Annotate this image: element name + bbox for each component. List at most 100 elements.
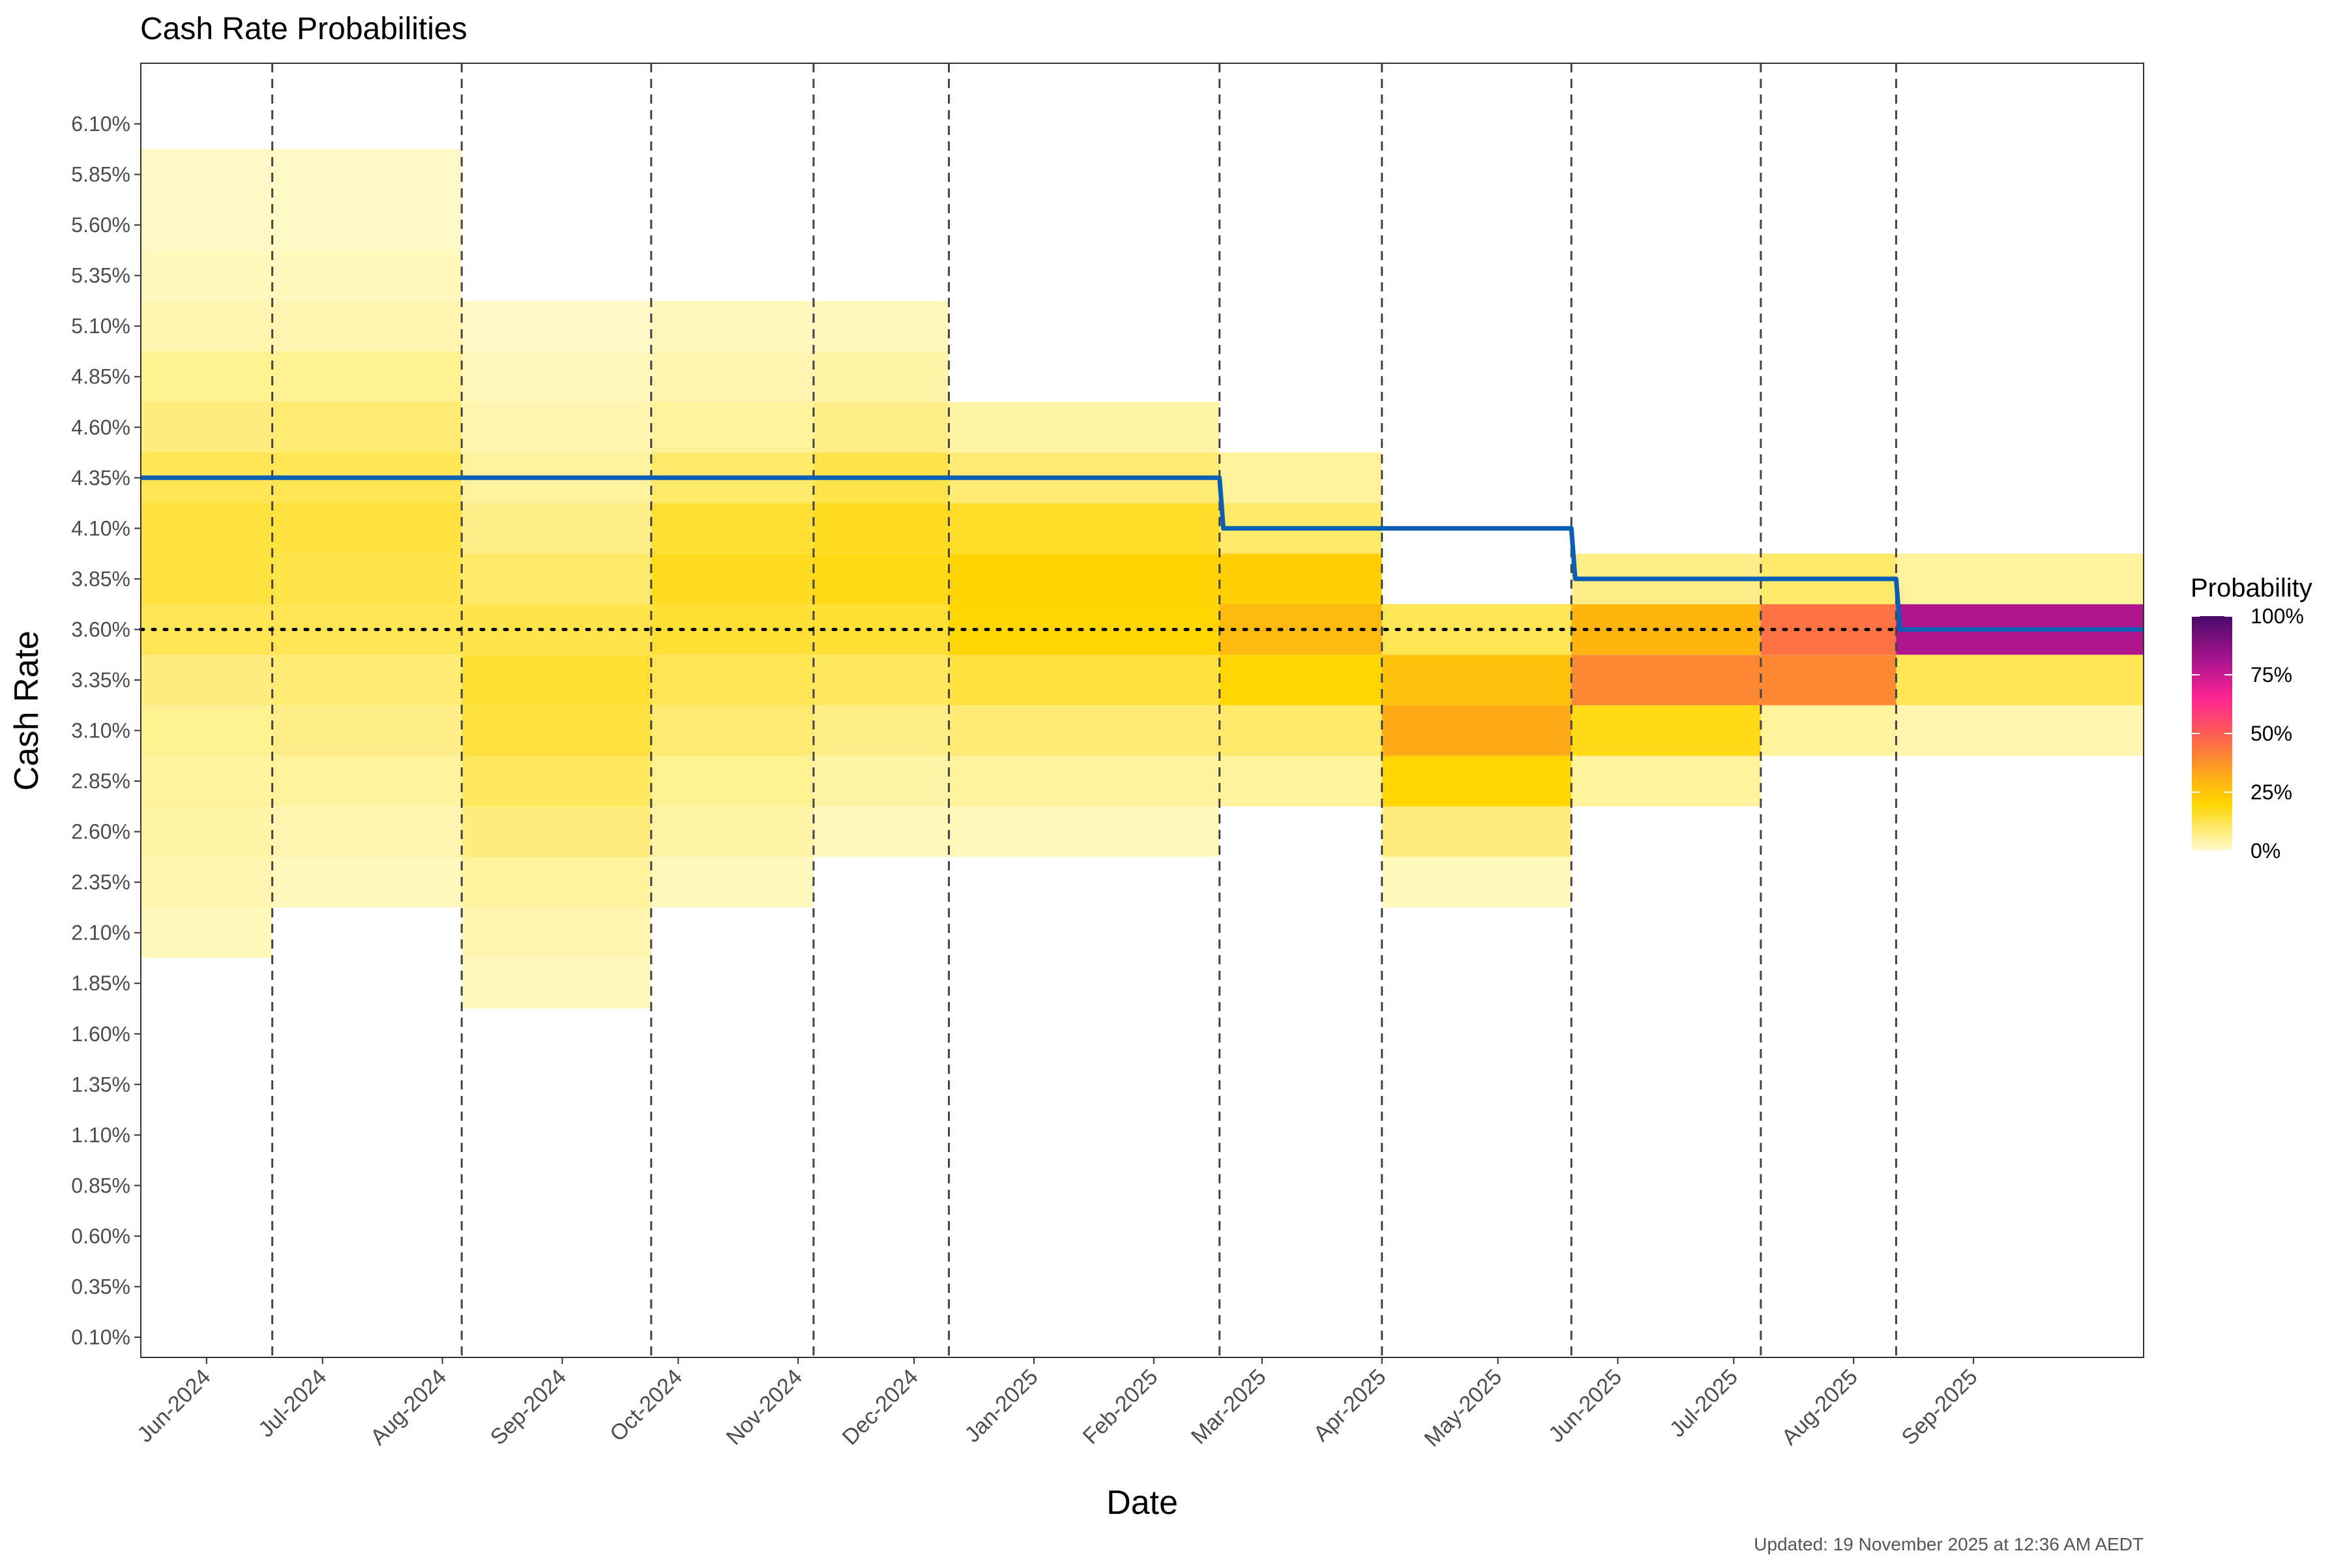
heatmap-cell (1219, 655, 1382, 705)
heatmap-cell (1381, 705, 1572, 756)
meeting-date-lines (271, 63, 1897, 1357)
heatmap-cell (1896, 655, 2144, 705)
y-tick-label: 0.85% (71, 1174, 130, 1197)
y-tick-label: 1.35% (71, 1072, 130, 1096)
y-tick-label: 1.10% (71, 1123, 130, 1147)
heatmap-cell (141, 604, 273, 655)
y-tick-label: 4.85% (71, 365, 130, 389)
x-tick-label: Oct-2024 (605, 1365, 687, 1447)
x-axis: Jun-2024 Jul-2024 Aug-2024 Sep-2024 Oct-2024… (132, 1357, 1983, 1452)
heatmap-cell (813, 503, 949, 554)
heatmap-cell (1381, 756, 1572, 806)
heatmap-cell (462, 756, 651, 806)
heatmap-cell (141, 301, 273, 351)
y-tick-label: 5.60% (71, 213, 130, 237)
heatmap-cell (813, 806, 949, 857)
heatmap-cell (462, 503, 651, 554)
x-tick-label: Sep-2024 (486, 1365, 571, 1450)
heatmap-cell (1760, 705, 1897, 756)
heatmap-cell (141, 554, 273, 604)
heatmap-cell (272, 250, 462, 301)
heatmap-cell (949, 756, 1220, 806)
legend-ticks: 100% 75% 50% 25% 0% (2192, 604, 2304, 863)
heatmap-cell (272, 857, 462, 908)
heatmap-cell (813, 301, 949, 351)
heatmap-cell (141, 756, 273, 806)
heatmap-cell (272, 554, 462, 604)
heatmap-cell (272, 756, 462, 806)
heatmap-cell (462, 655, 651, 705)
y-tick-label: 2.60% (71, 820, 130, 844)
heatmap-cell (462, 301, 651, 351)
heatmap-cell (1219, 554, 1382, 604)
legend: Probability 100% 75% 50% 25% 0% (2191, 574, 2312, 863)
heatmap-cell (651, 857, 814, 908)
legend-tick-label: 75% (2251, 663, 2292, 687)
y-tick-label: 5.10% (71, 314, 130, 338)
heatmap-cell (949, 705, 1220, 756)
cash-rate-line (141, 475, 2144, 632)
heatmap-cell (462, 806, 651, 857)
heatmap-cell (1760, 655, 1897, 705)
heatmap-cell (949, 655, 1220, 705)
y-axis-title: Cash Rate (8, 630, 46, 791)
heatmap-cell (651, 402, 814, 453)
heatmap-cell (1219, 452, 1382, 503)
x-tick-label: Nov-2024 (722, 1365, 807, 1450)
y-tick-label: 5.85% (71, 163, 130, 186)
x-tick-label: Jun-2025 (1544, 1365, 1627, 1447)
plot-border (140, 63, 2144, 1358)
x-tick-label: Jul-2024 (254, 1365, 331, 1442)
heatmap-cell (272, 503, 462, 554)
heatmap-cell (1571, 756, 1761, 806)
heatmap-cell (141, 655, 273, 705)
heatmap-cell (651, 301, 814, 351)
heatmap-cell (813, 756, 949, 806)
y-tick-label: 3.35% (71, 668, 130, 692)
heatmap-cell (1571, 705, 1761, 756)
heatmap-cell (1896, 705, 2144, 756)
heatmap-cell (651, 756, 814, 806)
x-tick-label: Jan-2025 (960, 1365, 1042, 1447)
heatmap-cell (141, 402, 273, 453)
heatmap-cell (651, 351, 814, 402)
heatmap-cell (462, 554, 651, 604)
heatmap-cell (141, 250, 273, 301)
y-tick-label: 1.85% (71, 971, 130, 995)
x-tick-label: Mar-2025 (1187, 1365, 1271, 1449)
heatmap-cell (462, 857, 651, 908)
heatmap-cell (462, 907, 651, 958)
x-tick-label: Apr-2025 (1309, 1365, 1391, 1447)
heatmap-cell (272, 351, 462, 402)
heatmap-cell (949, 806, 1220, 857)
y-tick-label: 2.85% (71, 769, 130, 793)
x-tick-label: Aug-2025 (1777, 1365, 1863, 1450)
x-tick-label: Sep-2025 (1897, 1365, 1983, 1450)
heatmap-cell (141, 705, 273, 756)
heatmap-cell (1219, 705, 1382, 756)
y-tick-label: 2.10% (71, 921, 130, 945)
x-tick-label: May-2025 (1419, 1365, 1507, 1452)
heatmap-cell (813, 705, 949, 756)
heatmap-cell (141, 503, 273, 554)
heatmap-cell (462, 351, 651, 402)
legend-title: Probability (2191, 574, 2312, 602)
y-tick-label: 4.10% (71, 516, 130, 540)
legend-tick-label: 0% (2251, 839, 2281, 863)
y-tick-label: 3.85% (71, 567, 130, 591)
x-tick-label: Aug-2024 (366, 1365, 451, 1450)
legend-tick-label: 50% (2251, 722, 2292, 745)
heatmap-cell (1896, 554, 2144, 604)
heatmap-cell (1760, 604, 1897, 655)
heatmap-cell (141, 351, 273, 402)
x-tick-label: Jul-2025 (1665, 1365, 1743, 1442)
heatmap-cell (813, 554, 949, 604)
heatmap-cell (272, 705, 462, 756)
heatmap-cell (141, 806, 273, 857)
heatmap-cell (813, 351, 949, 402)
y-tick-label: 2.35% (71, 870, 130, 894)
heatmap-cell (813, 655, 949, 705)
heatmap-cell (949, 503, 1220, 554)
